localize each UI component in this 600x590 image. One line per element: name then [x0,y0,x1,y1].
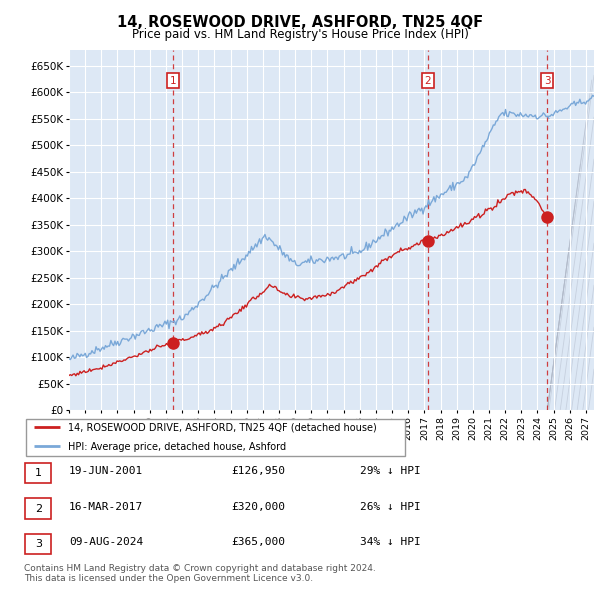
FancyBboxPatch shape [26,419,406,455]
Text: Contains HM Land Registry data © Crown copyright and database right 2024.: Contains HM Land Registry data © Crown c… [24,564,376,573]
Text: 26% ↓ HPI: 26% ↓ HPI [360,502,421,512]
Text: £126,950: £126,950 [231,467,285,476]
Text: 1: 1 [35,468,42,478]
Text: 3: 3 [544,76,551,86]
FancyBboxPatch shape [25,534,52,554]
FancyBboxPatch shape [25,463,52,483]
Text: 14, ROSEWOOD DRIVE, ASHFORD, TN25 4QF: 14, ROSEWOOD DRIVE, ASHFORD, TN25 4QF [117,15,483,30]
Text: 1: 1 [170,76,176,86]
Text: Price paid vs. HM Land Registry's House Price Index (HPI): Price paid vs. HM Land Registry's House … [131,28,469,41]
Text: 34% ↓ HPI: 34% ↓ HPI [360,537,421,547]
Text: 2: 2 [424,76,431,86]
Text: £320,000: £320,000 [231,502,285,512]
FancyBboxPatch shape [25,499,52,519]
Text: £365,000: £365,000 [231,537,285,547]
Text: 3: 3 [35,539,42,549]
Text: 09-AUG-2024: 09-AUG-2024 [69,537,143,547]
Text: 16-MAR-2017: 16-MAR-2017 [69,502,143,512]
Text: 29% ↓ HPI: 29% ↓ HPI [360,467,421,476]
Text: This data is licensed under the Open Government Licence v3.0.: This data is licensed under the Open Gov… [24,573,313,582]
Text: 14, ROSEWOOD DRIVE, ASHFORD, TN25 4QF (detached house): 14, ROSEWOOD DRIVE, ASHFORD, TN25 4QF (d… [68,423,377,433]
Text: 19-JUN-2001: 19-JUN-2001 [69,467,143,476]
Text: 2: 2 [35,504,42,513]
Text: HPI: Average price, detached house, Ashford: HPI: Average price, detached house, Ashf… [68,442,286,452]
